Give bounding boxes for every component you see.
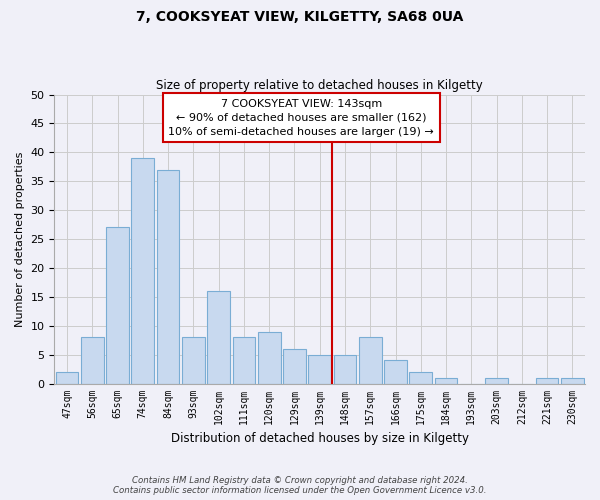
Bar	[182, 338, 205, 384]
Bar	[434, 378, 457, 384]
Bar	[485, 378, 508, 384]
Title: Size of property relative to detached houses in Kilgetty: Size of property relative to detached ho…	[157, 79, 483, 92]
Text: 7, COOKSYEAT VIEW, KILGETTY, SA68 0UA: 7, COOKSYEAT VIEW, KILGETTY, SA68 0UA	[136, 10, 464, 24]
Bar	[334, 354, 356, 384]
Bar	[409, 372, 432, 384]
Bar	[258, 332, 281, 384]
Bar	[207, 291, 230, 384]
Y-axis label: Number of detached properties: Number of detached properties	[15, 152, 25, 326]
Text: Contains HM Land Registry data © Crown copyright and database right 2024.
Contai: Contains HM Land Registry data © Crown c…	[113, 476, 487, 495]
Bar	[561, 378, 584, 384]
Bar	[56, 372, 79, 384]
Bar	[283, 349, 306, 384]
Bar	[106, 228, 129, 384]
Text: 7 COOKSYEAT VIEW: 143sqm
← 90% of detached houses are smaller (162)
10% of semi-: 7 COOKSYEAT VIEW: 143sqm ← 90% of detach…	[168, 99, 434, 137]
X-axis label: Distribution of detached houses by size in Kilgetty: Distribution of detached houses by size …	[171, 432, 469, 445]
Bar	[308, 354, 331, 384]
Bar	[536, 378, 559, 384]
Bar	[81, 338, 104, 384]
Bar	[131, 158, 154, 384]
Bar	[359, 338, 382, 384]
Bar	[384, 360, 407, 384]
Bar	[233, 338, 255, 384]
Bar	[157, 170, 179, 384]
